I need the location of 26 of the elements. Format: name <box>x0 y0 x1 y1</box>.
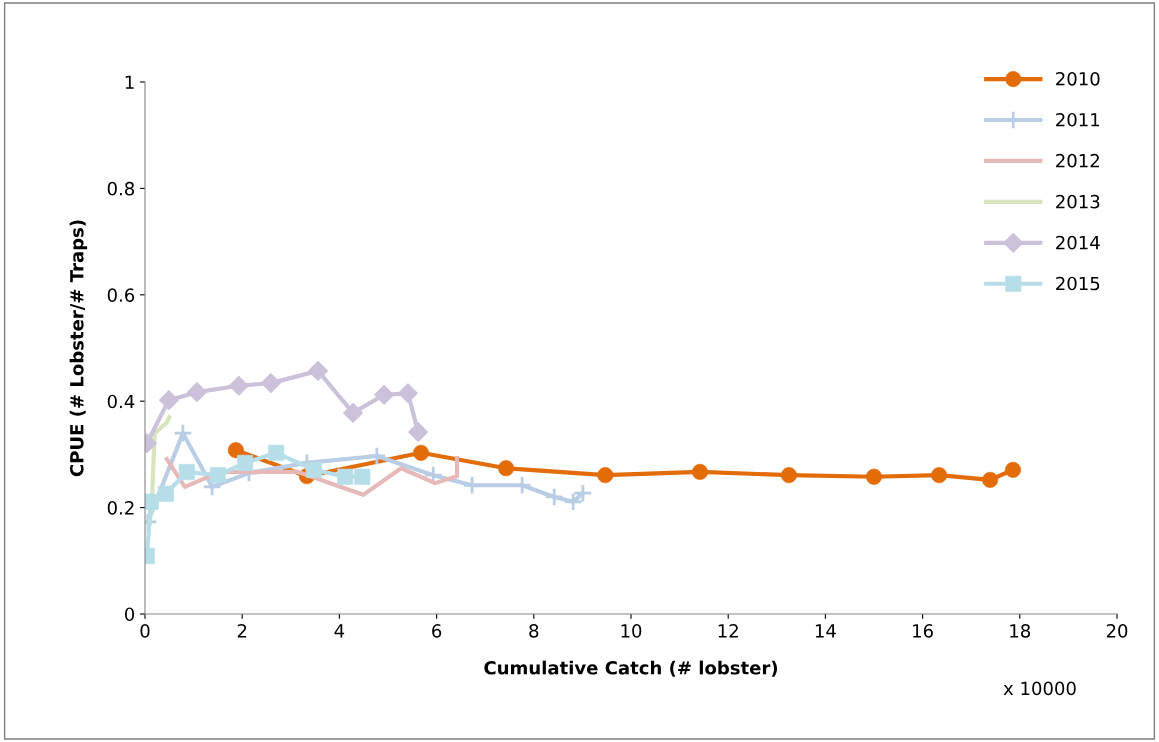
x-axis-title: Cumulative Catch (# lobster) <box>484 660 778 677</box>
y-tick-label: 1 <box>125 75 134 89</box>
y-tick-label: 0.8 <box>107 181 135 196</box>
y-tick-label: 0.2 <box>107 501 134 515</box>
y-tick-label: 0.4 <box>107 394 135 409</box>
x-tick-label: 4 <box>334 624 345 638</box>
x-tick-label: 2 <box>237 624 247 638</box>
legend-label: 2015 <box>1056 276 1100 291</box>
legend-label: 2011 <box>1056 112 1100 127</box>
x-tick-label: 8 <box>529 624 539 638</box>
x-tick-label: 10 <box>621 624 642 638</box>
legend-label: 2012 <box>1056 153 1099 168</box>
legend-label: 2014 <box>1056 235 1100 250</box>
x-tick-label: 18 <box>1010 624 1031 638</box>
x-tick-label: 14 <box>815 624 836 638</box>
y-axis-title: CPUE (# Lobster/# Traps) <box>69 220 88 477</box>
legend-label: 2013 <box>1056 194 1100 209</box>
y-tick-label: 0.6 <box>107 288 135 302</box>
text: x 10000 <box>1003 681 1076 696</box>
x-tick-label: 0 <box>140 624 150 638</box>
x-tick-label: 12 <box>718 624 738 638</box>
x-tick-label: 16 <box>913 624 933 638</box>
x-tick-label: 6 <box>432 624 442 638</box>
legend-label: 2010 <box>1056 71 1100 86</box>
y-tick-label: 0 <box>124 607 135 622</box>
x-tick-label: 20 <box>1106 624 1128 638</box>
